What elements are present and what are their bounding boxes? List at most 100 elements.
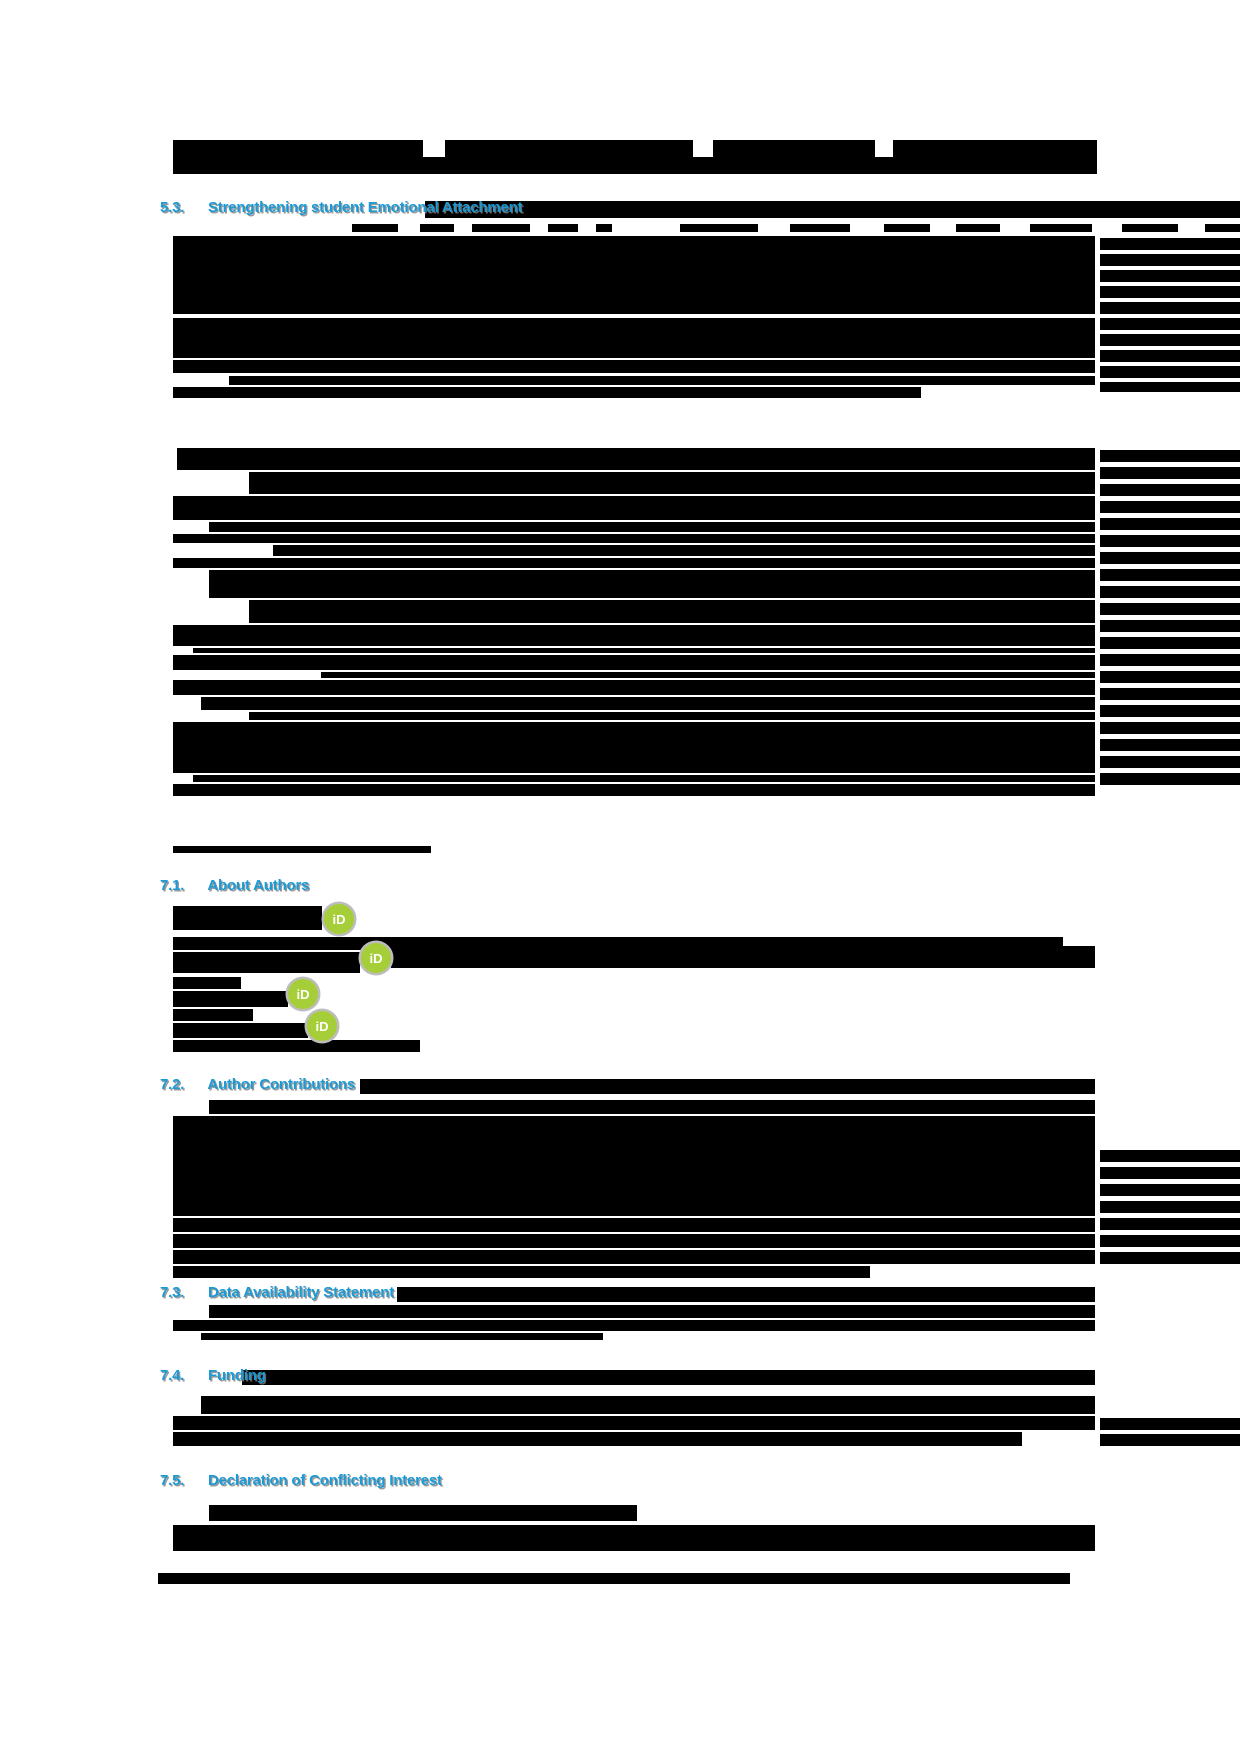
redacted-text-line	[956, 224, 1000, 232]
redacted-text-line	[1100, 518, 1240, 530]
heading-7-4-funding: 7.4. Funding	[160, 1367, 266, 1384]
orcid-id-icon: iD	[296, 986, 310, 1002]
redacted-text-line	[1100, 382, 1240, 392]
orcid-id-badge[interactable]: iD	[361, 943, 391, 973]
redacted-text-line	[173, 680, 1095, 695]
redacted-text-line	[548, 224, 578, 232]
redacted-text-line	[1100, 1434, 1240, 1446]
redacted-text-line	[1100, 286, 1240, 298]
redacted-text-line	[173, 157, 1097, 174]
redacted-text-line	[1100, 603, 1240, 615]
heading-7-5-declaration-of-conflicting-interest: 7.5. Declaration of Conflicting Interest	[160, 1472, 442, 1489]
redacted-text-line	[1100, 484, 1240, 496]
redacted-text-line	[209, 570, 1095, 598]
redacted-text-line	[201, 697, 1095, 710]
redacted-text-line	[173, 1023, 308, 1038]
heading-number: 7.2.	[160, 1076, 185, 1093]
orcid-id-badge[interactable]: iD	[288, 979, 318, 1009]
redacted-text-line	[173, 977, 241, 989]
redacted-text-line	[1100, 1184, 1240, 1196]
redacted-text-line	[1100, 318, 1240, 330]
redacted-text-line	[173, 952, 360, 973]
redacted-text-line	[173, 360, 1095, 373]
orcid-id-badge[interactable]: iD	[307, 1011, 337, 1041]
redacted-text-line	[201, 1396, 1095, 1414]
redacted-text-line	[173, 1416, 1095, 1430]
redacted-text-line	[893, 140, 1097, 157]
redacted-text-line	[1100, 535, 1240, 547]
orcid-id-icon: iD	[315, 1018, 329, 1034]
redacted-text-line	[209, 1505, 637, 1521]
redacted-text-line	[1122, 224, 1178, 232]
redacted-text-line	[209, 1100, 1095, 1114]
redacted-text-line	[1100, 756, 1240, 768]
heading-title: Author Contributions	[207, 1076, 356, 1093]
orcid-id-icon: iD	[332, 911, 346, 927]
redacted-text-line	[1100, 739, 1240, 751]
heading-7-3-data-availability-statement: 7.3. Data Availability Statement	[160, 1284, 394, 1301]
redacted-text-line	[173, 236, 1095, 314]
redacted-text-line	[173, 625, 1095, 646]
redacted-text-line	[249, 472, 1095, 494]
redacted-text-line	[1205, 224, 1240, 232]
redacted-text-line	[425, 201, 1240, 218]
redacted-text-line	[173, 1250, 1095, 1264]
redacted-text-line	[249, 712, 1095, 720]
redacted-text-line	[1100, 302, 1240, 314]
redacted-text-line	[790, 224, 850, 232]
redacted-text-line	[1100, 654, 1240, 666]
redacted-text-line	[884, 224, 930, 232]
redacted-text-line	[158, 1573, 1070, 1584]
redacted-text-line	[391, 946, 1095, 968]
redacted-text-line	[173, 1525, 1095, 1551]
redacted-text-line	[201, 1333, 603, 1340]
redacted-text-line	[1100, 620, 1240, 632]
redacted-text-line	[173, 387, 921, 398]
redacted-text-line	[1100, 569, 1240, 581]
redacted-text-line	[173, 558, 1095, 568]
redacted-text-line	[173, 1266, 870, 1278]
redacted-text-line	[1100, 270, 1240, 282]
heading-number: 5.3.	[160, 199, 185, 216]
redacted-text-line	[1100, 1150, 1240, 1162]
heading-number: 7.3.	[160, 1284, 185, 1301]
redacted-text-line	[596, 224, 612, 232]
heading-7-2-author-contributions: 7.2. Author Contributions	[160, 1076, 355, 1093]
redacted-text-line	[229, 376, 1095, 385]
redacted-text-line	[1100, 722, 1240, 734]
redacted-text-line	[1100, 350, 1240, 362]
redacted-text-line	[173, 1320, 1095, 1331]
redacted-text-line	[680, 224, 758, 232]
redacted-text-line	[1100, 1252, 1240, 1264]
redacted-text-line	[420, 224, 454, 232]
redacted-text-line	[1100, 637, 1240, 649]
redacted-text-line	[173, 318, 1095, 358]
redacted-text-line	[242, 1370, 1095, 1385]
heading-number: 7.4.	[160, 1367, 185, 1384]
redacted-text-line	[1100, 366, 1240, 378]
redacted-text-line	[209, 522, 1095, 532]
redacted-text-line	[173, 1234, 1095, 1248]
redacted-text-line	[173, 1432, 1022, 1446]
redacted-text-line	[173, 1009, 253, 1021]
redacted-text-line	[445, 140, 693, 157]
orcid-id-badge[interactable]: iD	[324, 904, 354, 934]
redacted-text-line	[173, 496, 1095, 520]
redacted-text-line	[397, 1287, 1095, 1302]
heading-title: Funding	[207, 1367, 266, 1384]
heading-7-1-about-authors: 7.1. About Authors	[160, 877, 309, 894]
redacted-text-line	[1100, 334, 1240, 346]
redacted-text-line	[1100, 238, 1240, 250]
redacted-text-line	[1100, 1218, 1240, 1230]
redacted-text-line	[273, 545, 1095, 556]
heading-title: About Authors	[207, 877, 310, 894]
redacted-text-line	[249, 600, 1095, 623]
heading-title: Declaration of Conflicting Interest	[207, 1472, 442, 1489]
redacted-text-line	[1100, 586, 1240, 598]
redacted-text-line	[1100, 773, 1240, 785]
heading-number: 7.5.	[160, 1472, 185, 1489]
redacted-text-line	[360, 1079, 1095, 1094]
redacted-text-line	[1100, 552, 1240, 564]
redacted-text-line	[173, 1218, 1095, 1232]
